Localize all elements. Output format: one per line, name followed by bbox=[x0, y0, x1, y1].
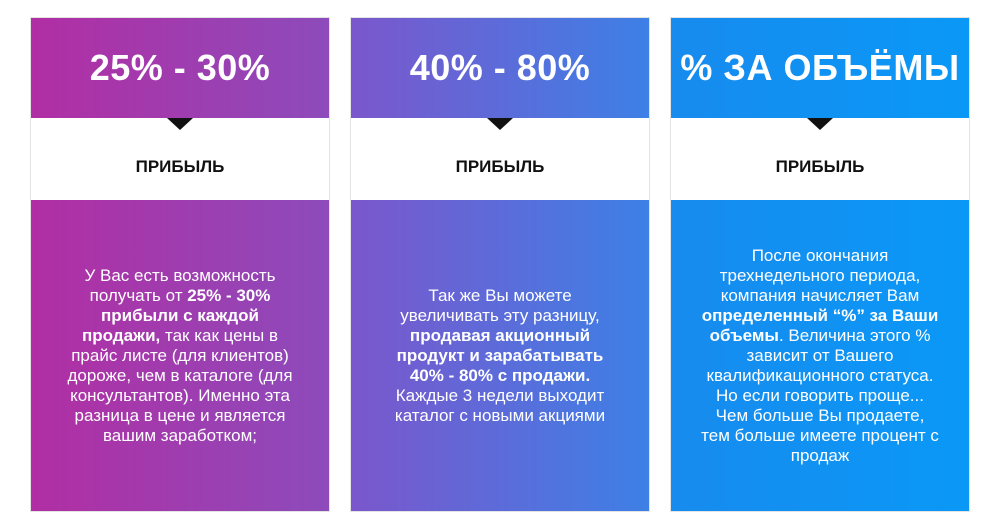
card-description: После окончания трехнедельного периода, … bbox=[671, 200, 969, 511]
pointer-triangle-icon bbox=[807, 118, 833, 130]
description-text: У Вас есть возможность получать от bbox=[84, 265, 276, 305]
card-subtitle: ПРИБЫЛЬ bbox=[31, 118, 329, 200]
description-highlight: 25% - 30% прибыли с каждой продажи, bbox=[81, 285, 271, 345]
card-title: % ЗА ОБЪЁМЫ bbox=[671, 18, 969, 118]
description-text: так как цены в прайс листе (для клиентов… bbox=[67, 325, 293, 445]
pointer-triangle-icon bbox=[167, 118, 193, 130]
profit-card-3: % ЗА ОБЪЁМЫ ПРИБЫЛЬ После окончания трех… bbox=[670, 17, 970, 512]
card-title: 40% - 80% bbox=[351, 18, 649, 118]
profit-card-1: 25% - 30% ПРИБЫЛЬ У Вас есть возможность… bbox=[30, 17, 330, 512]
description-text: После окончания трехнедельного периода, … bbox=[719, 245, 921, 305]
description-highlight: определенный “%” за Ваши объемы bbox=[701, 305, 939, 345]
card-subtitle: ПРИБЫЛЬ bbox=[351, 118, 649, 200]
card-title: 25% - 30% bbox=[31, 18, 329, 118]
card-description: Так же Вы можете увеличивать эту разницу… bbox=[351, 200, 649, 511]
description-text: Каждые 3 недели выходит каталог с новыми… bbox=[394, 385, 606, 425]
card-subtitle: ПРИБЫЛЬ bbox=[671, 118, 969, 200]
card-description: У Вас есть возможность получать от 25% -… bbox=[31, 200, 329, 511]
profit-card-2: 40% - 80% ПРИБЫЛЬ Так же Вы можете увели… bbox=[350, 17, 650, 512]
description-text: . Величина этого % зависит от Вашего ква… bbox=[701, 325, 939, 465]
description-text: Так же Вы можете увеличивать эту разницу… bbox=[400, 285, 600, 325]
description-highlight: продавая акционный продукт и зарабатыват… bbox=[396, 325, 604, 385]
pointer-triangle-icon bbox=[487, 118, 513, 130]
